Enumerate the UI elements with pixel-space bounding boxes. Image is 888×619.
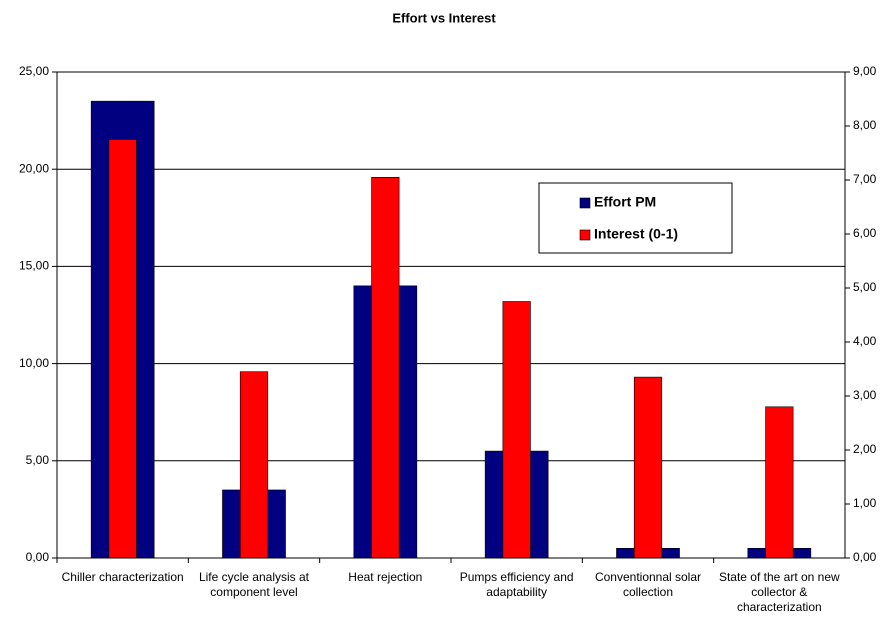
y2-tick-label: 3,00 bbox=[853, 388, 877, 402]
y2-tick-label: 0,00 bbox=[853, 550, 877, 564]
y-tick-label: 20,00 bbox=[19, 161, 49, 175]
legend-swatch bbox=[579, 197, 591, 209]
bar bbox=[765, 406, 794, 559]
y2-tick-label: 5,00 bbox=[853, 280, 877, 294]
bar bbox=[108, 139, 137, 559]
y2-tick-label: 7,00 bbox=[853, 172, 877, 186]
y2-tick-label: 2,00 bbox=[853, 442, 877, 456]
bar bbox=[502, 301, 531, 559]
y2-tick-label: 1,00 bbox=[853, 496, 877, 510]
plot-border bbox=[56, 71, 846, 559]
x-tick-label: Pumps efficiency and adaptability bbox=[459, 570, 574, 599]
legend-label: Effort PM bbox=[594, 194, 656, 210]
y-tick-label: 0,00 bbox=[26, 550, 50, 564]
y2-tick-label: 9,00 bbox=[853, 64, 877, 78]
y-tick-label: 15,00 bbox=[19, 259, 49, 273]
x-tick-label: Conventionnal solar collection bbox=[594, 570, 702, 599]
bar bbox=[239, 371, 269, 559]
y-tick-label: 25,00 bbox=[19, 64, 49, 78]
y-tick-label: 10,00 bbox=[19, 356, 49, 370]
y2-tick-label: 4,00 bbox=[853, 334, 877, 348]
chart-title: Effort vs Interest bbox=[392, 10, 496, 25]
x-tick-label: Chiller characterization bbox=[61, 570, 184, 584]
bar bbox=[633, 376, 663, 559]
bar bbox=[371, 177, 400, 559]
x-tick-label: State of the art on new collector & char… bbox=[718, 570, 840, 614]
y2-tick-label: 6,00 bbox=[853, 226, 877, 240]
legend-swatch bbox=[579, 229, 591, 241]
y-tick-label: 5,00 bbox=[26, 453, 50, 467]
legend-box bbox=[538, 182, 733, 254]
x-tick-label: Life cycle analysis at component level bbox=[198, 570, 310, 599]
x-tick-label: Heat rejection bbox=[348, 570, 423, 584]
legend-label: Interest (0-1) bbox=[594, 226, 678, 242]
y2-tick-label: 8,00 bbox=[853, 118, 877, 132]
